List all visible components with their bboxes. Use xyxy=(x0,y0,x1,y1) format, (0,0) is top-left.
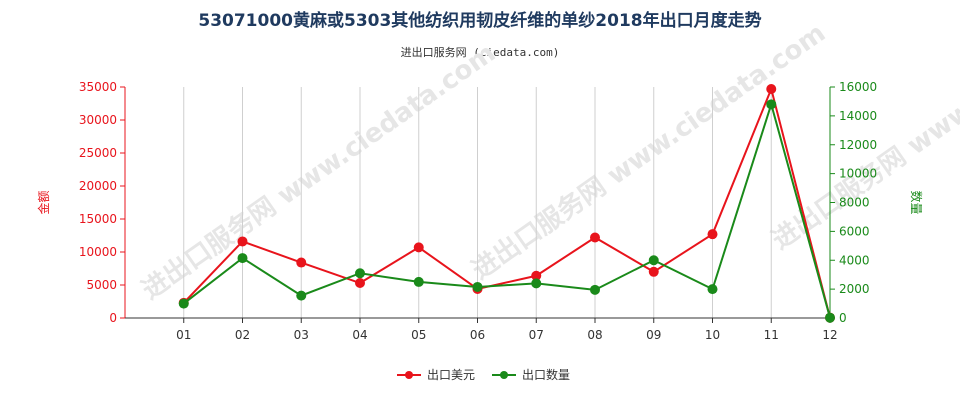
legend-swatch-marker xyxy=(405,371,413,379)
legend-label: 出口美元 xyxy=(427,368,475,382)
left-tick-label: 20000 xyxy=(79,179,117,193)
right-tick-label: 6000 xyxy=(839,224,870,238)
chart-subtitle: 进出口服务网 (ciedata.com) xyxy=(400,46,560,59)
chart-title: 53071000黄麻或5303其他纺织用韧皮纤维的单纱2018年出口月度走势 xyxy=(198,11,762,31)
series-1-point xyxy=(531,270,542,281)
watermark-text: 进出口服务网 www.ciedata.com xyxy=(137,38,501,306)
left-tick-label: 30000 xyxy=(79,113,117,127)
left-tick-label: 0 xyxy=(109,311,117,325)
x-tick-label: 07 xyxy=(529,328,544,342)
right-tick-label: 10000 xyxy=(839,167,877,181)
series-2-point xyxy=(766,99,777,110)
series-1-point xyxy=(355,278,365,289)
x-tick-label: 05 xyxy=(411,328,426,342)
series-1-point xyxy=(237,236,248,247)
left-tick-label: 15000 xyxy=(79,212,117,226)
y-right-axis-title: 数量 xyxy=(909,190,924,214)
x-tick-label: 01 xyxy=(176,328,191,342)
y-left-axis-title: 金额 xyxy=(36,190,51,214)
right-tick-label: 0 xyxy=(839,311,847,325)
x-tick-label: 06 xyxy=(470,328,485,342)
legend-label: 出口数量 xyxy=(522,367,570,382)
series-2-point xyxy=(825,312,835,323)
series-1-point xyxy=(648,266,659,277)
series-1-point xyxy=(413,242,424,253)
series-2-point xyxy=(296,290,307,301)
x-tick-label: 10 xyxy=(705,328,720,342)
x-tick-label: 08 xyxy=(587,328,602,342)
series-layer xyxy=(178,83,835,323)
series-2-point xyxy=(355,268,365,279)
axes: 0 5000 10000 15000 20000 25000 30000 35000 0 2000… xyxy=(36,80,924,342)
series-1-point xyxy=(707,229,718,240)
left-tick-label: 10000 xyxy=(79,245,117,259)
right-tick-label: 4000 xyxy=(839,253,870,267)
right-tick-label: 12000 xyxy=(839,138,877,152)
x-tick-label: 11 xyxy=(764,328,779,342)
right-tick-label: 8000 xyxy=(839,196,870,210)
legend-swatch-marker xyxy=(500,371,508,379)
x-tick-label: 09 xyxy=(646,328,661,342)
series-2-point xyxy=(413,276,424,287)
left-tick-label: 35000 xyxy=(79,80,117,94)
series-2-point xyxy=(590,284,600,295)
x-tick-label: 02 xyxy=(235,328,250,342)
x-tick-label: 12 xyxy=(822,328,837,342)
series-2-point xyxy=(531,278,542,289)
series-2-point xyxy=(648,255,659,266)
right-tick-label: 2000 xyxy=(839,282,870,296)
left-tick-label: 25000 xyxy=(79,146,117,160)
right-tick-label: 14000 xyxy=(839,109,877,123)
x-tick-label: 03 xyxy=(294,328,309,342)
series-1-point xyxy=(590,232,600,243)
x-tick-label: 04 xyxy=(352,328,367,342)
series-2-point xyxy=(707,284,718,295)
left-tick-label: 5000 xyxy=(86,278,117,292)
series-2-point xyxy=(178,298,189,309)
legend: 出口美元 出口数量 xyxy=(397,367,570,382)
right-tick-label: 16000 xyxy=(839,80,877,94)
series-1-point xyxy=(766,83,777,94)
series-line-2 xyxy=(183,100,831,318)
series-1-point xyxy=(296,257,307,268)
series-line-1 xyxy=(183,85,831,318)
series-2-point xyxy=(472,281,483,292)
series-2-point xyxy=(237,253,248,264)
